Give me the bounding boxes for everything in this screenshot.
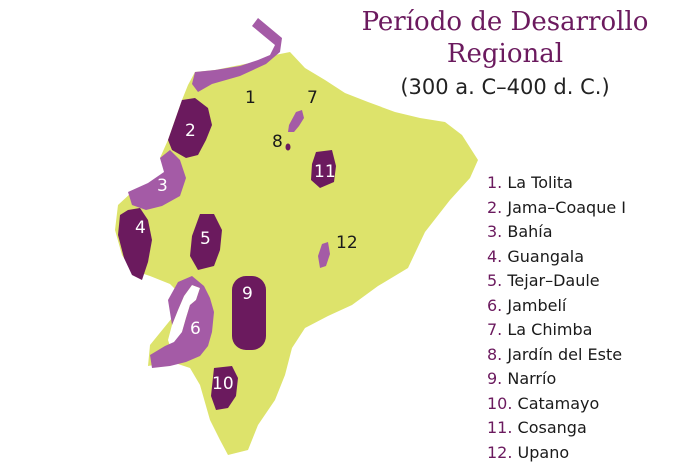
legend-item: 4. Guangala <box>487 245 626 270</box>
legend-number: 8. <box>487 345 502 364</box>
map-label-10: 10 <box>212 374 234 394</box>
legend-number: 2. <box>487 198 502 217</box>
legend-label: Jama–Coaque I <box>507 198 626 217</box>
map-title-block: Período de Desarrollo Regional (300 a. C… <box>330 6 680 102</box>
legend-label: Guangala <box>507 247 584 266</box>
map-title-line-2: Regional <box>330 38 680 70</box>
legend-number: 11. <box>487 418 512 437</box>
legend-label: Bahía <box>507 222 552 241</box>
legend-label: Cosanga <box>518 418 587 437</box>
legend-label: Narrío <box>507 369 556 388</box>
legend-number: 4. <box>487 247 502 266</box>
legend-label: La Tolita <box>507 173 573 192</box>
region-jardin-del-este <box>286 144 291 151</box>
legend-item: 5. Tejar–Daule <box>487 269 626 294</box>
legend-number: 10. <box>487 394 512 413</box>
map-label-8: 8 <box>272 132 283 152</box>
legend-number: 12. <box>487 443 512 462</box>
map-label-2: 2 <box>185 121 196 141</box>
legend-number: 5. <box>487 271 502 290</box>
map-label-6: 6 <box>190 319 201 339</box>
map-label-11: 11 <box>314 162 336 182</box>
map-label-1: 1 <box>245 88 256 108</box>
map-label-9: 9 <box>242 284 253 304</box>
legend-label: Tejar–Daule <box>507 271 599 290</box>
legend-item: 11. Cosanga <box>487 416 626 441</box>
legend-item: 1. La Tolita <box>487 171 626 196</box>
legend-label: Upano <box>518 443 570 462</box>
legend-item: 12. Upano <box>487 441 626 465</box>
map-label-4: 4 <box>135 218 146 238</box>
map-label-5: 5 <box>200 229 211 249</box>
legend-number: 6. <box>487 296 502 315</box>
legend-number: 1. <box>487 173 502 192</box>
legend-item: 6. Jambelí <box>487 294 626 319</box>
map-label-7: 7 <box>307 88 318 108</box>
legend-number: 7. <box>487 320 502 339</box>
legend-label: La Chimba <box>507 320 592 339</box>
legend-item: 2. Jama–Coaque I <box>487 196 626 221</box>
map-label-3: 3 <box>157 176 168 196</box>
map-label-12: 12 <box>336 233 358 253</box>
legend-item: 3. Bahía <box>487 220 626 245</box>
map-title-line-1: Período de Desarrollo <box>330 6 680 38</box>
legend-item: 8. Jardín del Este <box>487 343 626 368</box>
legend-label: Catamayo <box>518 394 600 413</box>
legend-label: Jardín del Este <box>507 345 622 364</box>
map-subtitle: (300 a. C–400 d. C.) <box>330 72 680 102</box>
legend-number: 9. <box>487 369 502 388</box>
legend-item: 10. Catamayo <box>487 392 626 417</box>
legend-item: 7. La Chimba <box>487 318 626 343</box>
legend-item: 9. Narrío <box>487 367 626 392</box>
legend-label: Jambelí <box>507 296 566 315</box>
legend-number: 3. <box>487 222 502 241</box>
